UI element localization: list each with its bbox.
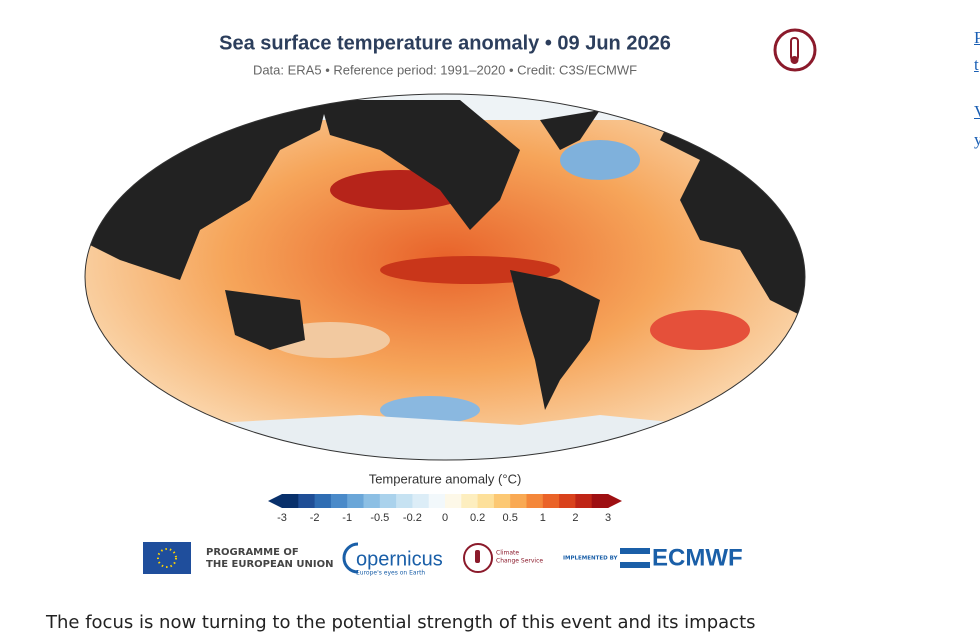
c3s-logo: Climate Change Service bbox=[463, 543, 543, 573]
subtitle: Data: ERA5 • Reference period: 1991–2020… bbox=[253, 62, 637, 77]
map bbox=[85, 94, 805, 460]
side-link[interactable]: t bbox=[974, 55, 979, 74]
colorbar-segment bbox=[379, 494, 397, 508]
c3s-icon bbox=[773, 28, 817, 72]
colorbar-tick-label: 0 bbox=[442, 512, 448, 524]
copernicus-tagline: Europe's eyes on Earth bbox=[356, 570, 425, 577]
colorbar-segment bbox=[477, 494, 495, 508]
copernicus-text: opernicus bbox=[356, 548, 443, 570]
implemented-text: IMPLEMENTED BY bbox=[563, 556, 619, 562]
side-link[interactable]: V bbox=[974, 102, 980, 122]
colorbar-segment bbox=[282, 494, 299, 508]
colorbar-segment bbox=[428, 494, 446, 508]
colorbar-segment bbox=[461, 494, 479, 508]
colorbar-segment bbox=[314, 494, 332, 508]
colorbar-segment bbox=[493, 494, 511, 508]
side-link[interactable]: y bbox=[974, 130, 980, 149]
c3s-text: Climate bbox=[496, 550, 519, 557]
copernicus-logo: opernicus Europe's eyes on Earth bbox=[342, 542, 443, 577]
colorbar-tick-label: -0.5 bbox=[370, 512, 389, 524]
colorbar-segment bbox=[330, 494, 348, 508]
colorbar-tick-label: -2 bbox=[310, 512, 320, 524]
colorbar-tick-label: 3 bbox=[605, 512, 611, 524]
colorbar-tick-label: 1 bbox=[540, 512, 546, 524]
colorbar-tick-label: -1 bbox=[342, 512, 352, 524]
side-link[interactable]: P bbox=[974, 28, 980, 47]
colorbar-segment bbox=[445, 494, 462, 508]
colorbar-tick-label: -3 bbox=[277, 512, 287, 524]
colorbar-arrow bbox=[268, 494, 282, 508]
eu-logo: PROGRAMME OF THE EUROPEAN UNION bbox=[143, 542, 334, 574]
colorbar-arrow bbox=[608, 494, 622, 508]
colorbar-segment bbox=[591, 494, 609, 508]
colorbar-segment bbox=[542, 494, 560, 508]
colorbar-segment bbox=[396, 494, 413, 508]
ecmwf-icon bbox=[620, 548, 650, 568]
colorbar-segment bbox=[298, 494, 316, 508]
c3s-text: Change Service bbox=[496, 558, 543, 565]
title: Sea surface temperature anomaly • 09 Jun… bbox=[219, 32, 671, 54]
colorbar-segment bbox=[575, 494, 593, 508]
colorbar-title: Temperature anomaly (°C) bbox=[369, 471, 522, 486]
colorbar-segment bbox=[510, 494, 527, 508]
colorbar-tick-label: 2 bbox=[572, 512, 578, 524]
body-text: The focus is now turning to the potentia… bbox=[46, 612, 756, 633]
colorbar-segment bbox=[347, 494, 364, 508]
ecmwf-text: ECMWF bbox=[652, 544, 743, 571]
colorbar: -3 -2 -1 -0.5 -0.2 0 0.2 0.5 1 2 3 bbox=[268, 494, 622, 524]
colorbar-tick-label: 0.2 bbox=[470, 512, 485, 524]
eu-text: THE EUROPEAN UNION bbox=[206, 559, 334, 570]
map-outline bbox=[84, 93, 806, 461]
colorbar-segment bbox=[559, 494, 576, 508]
colorbar-tick-label: -0.2 bbox=[403, 512, 422, 524]
colorbar-segment bbox=[412, 494, 430, 508]
colorbar-tick-label: 0.5 bbox=[503, 512, 518, 524]
colorbar-segment bbox=[526, 494, 544, 508]
eu-text: PROGRAMME OF bbox=[206, 547, 299, 558]
colorbar-segment bbox=[363, 494, 381, 508]
